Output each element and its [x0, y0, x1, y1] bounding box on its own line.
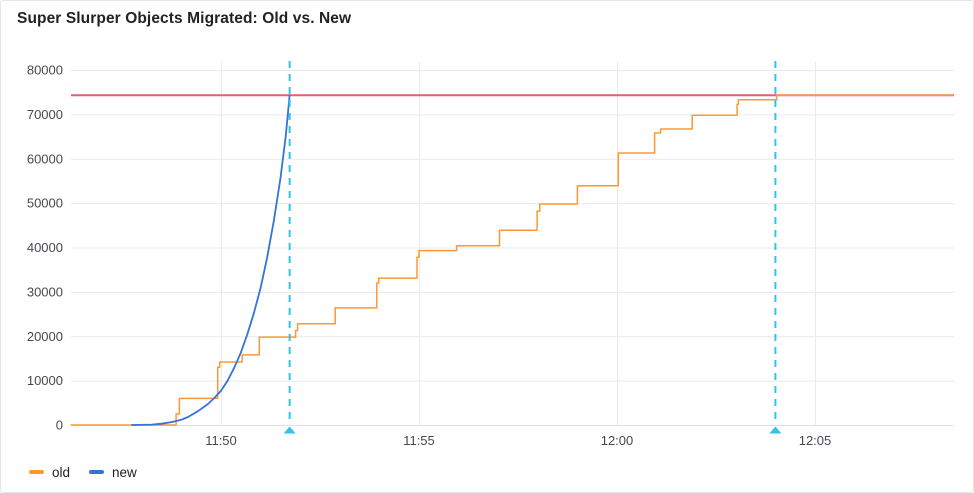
- svg-text:12:05: 12:05: [799, 433, 832, 448]
- series-old: [70, 94, 954, 426]
- svg-text:40000: 40000: [27, 240, 63, 255]
- annotation-marker-1[interactable]: [283, 61, 296, 434]
- legend-item-old[interactable]: old: [29, 464, 71, 480]
- svg-text:60000: 60000: [27, 151, 63, 166]
- legend: old new: [29, 464, 137, 480]
- series-new: [131, 94, 291, 426]
- series-color-swatch-old: [29, 470, 44, 475]
- svg-text:20000: 20000: [27, 329, 63, 344]
- svg-text:11:50: 11:50: [205, 433, 237, 448]
- legend-label-old: old: [52, 464, 71, 480]
- legend-label-new: new: [112, 464, 137, 480]
- svg-text:70000: 70000: [27, 107, 63, 122]
- svg-text:30000: 30000: [27, 284, 63, 299]
- svg-text:11:55: 11:55: [403, 433, 435, 448]
- panel-title[interactable]: Super Slurper Objects Migrated: Old vs. …: [17, 10, 352, 27]
- svg-text:10000: 10000: [27, 373, 63, 388]
- annotation-marker-2[interactable]: [769, 61, 782, 434]
- series-color-swatch-new: [89, 470, 105, 475]
- x-axis-labels: 11:50 11:55 12:00 12:05: [205, 433, 831, 448]
- svg-text:0: 0: [56, 418, 63, 433]
- svg-text:50000: 50000: [27, 196, 63, 211]
- svg-text:80000: 80000: [27, 63, 63, 78]
- grid: [71, 61, 954, 426]
- y-axis-labels: 0 10000 20000 30000 40000 50000 60000 70000 8000…: [27, 63, 63, 433]
- legend-item-new[interactable]: new: [89, 464, 137, 480]
- svg-text:12:00: 12:00: [601, 433, 634, 448]
